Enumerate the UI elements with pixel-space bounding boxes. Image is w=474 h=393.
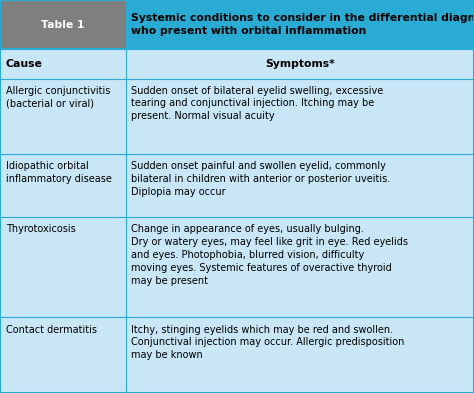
Bar [0,0,474,49]
Text: Allergic conjunctivitis
(bacterial or viral): Allergic conjunctivitis (bacterial or vi… [6,86,110,108]
Text: Systemic conditions to consider in the differential diagnosis of children
who pr: Systemic conditions to consider in the d… [131,13,474,36]
Bar [0,154,474,217]
Text: Change in appearance of eyes, usually bulging.
Dry or watery eyes, may feel like: Change in appearance of eyes, usually bu… [131,224,408,286]
Text: Table 1: Table 1 [41,20,84,29]
Bar [0,0,126,49]
Text: Contact dermatitis: Contact dermatitis [6,325,97,334]
Text: Sudden onset of bilateral eyelid swelling, excessive
tearing and conjunctival in: Sudden onset of bilateral eyelid swellin… [131,86,383,121]
Text: Itchy, stinging eyelids which may be red and swollen.
Conjunctival injection may: Itchy, stinging eyelids which may be red… [131,325,405,360]
Bar [0,79,474,154]
Bar [0,49,474,79]
Bar [0,217,474,318]
Text: Idiopathic orbital
inflammatory disease: Idiopathic orbital inflammatory disease [6,161,111,184]
Text: Thyrotoxicosis: Thyrotoxicosis [6,224,75,235]
Bar [0,318,474,393]
Text: Symptoms*: Symptoms* [265,59,335,69]
Text: Cause: Cause [6,59,43,69]
Text: Sudden onset painful and swollen eyelid, commonly
bilateral in children with ant: Sudden onset painful and swollen eyelid,… [131,161,391,197]
